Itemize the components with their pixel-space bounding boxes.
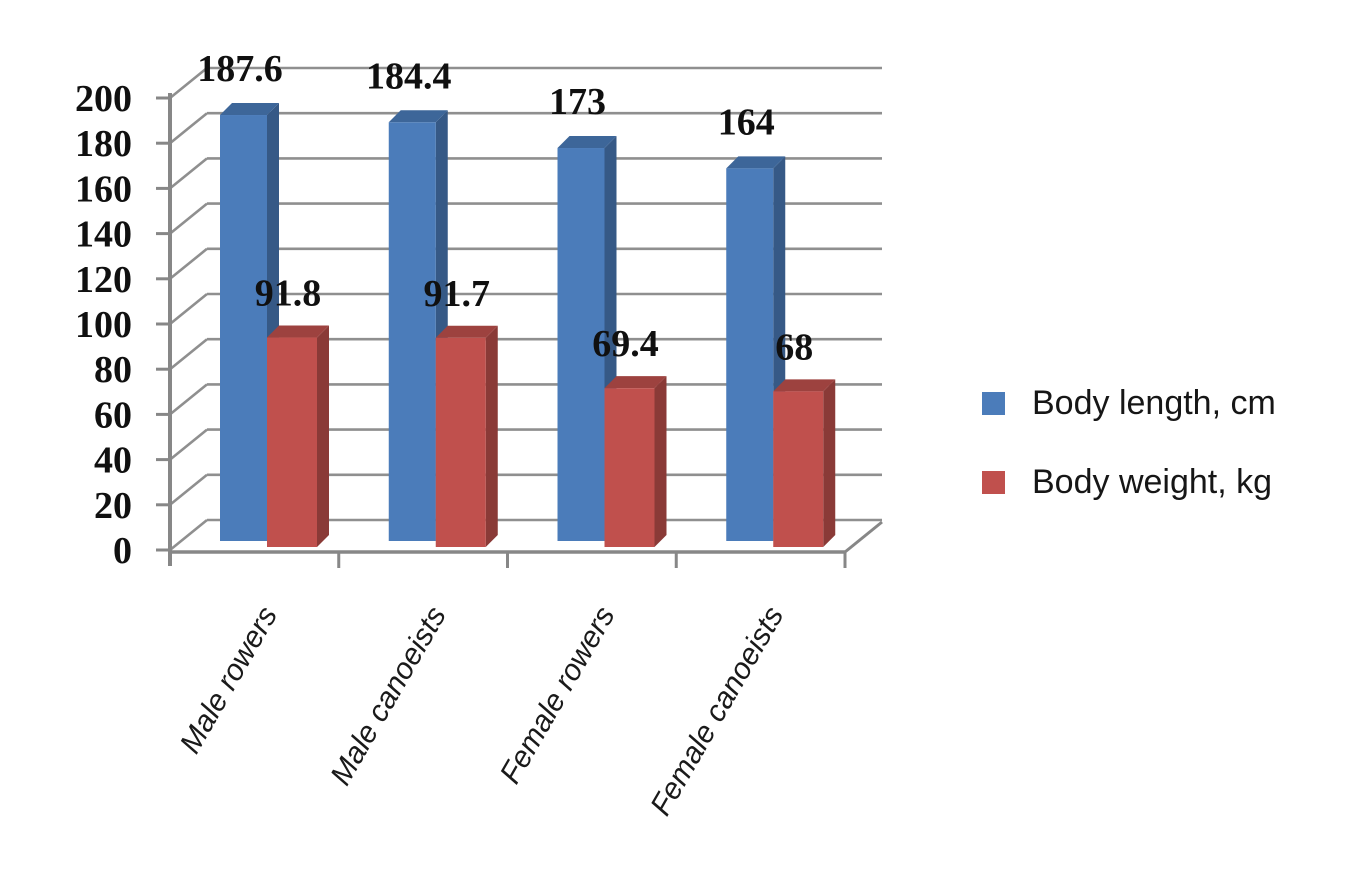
bar--body-weight--male-canoeists [435,337,486,547]
y-axis-tick-label: 200 [75,78,132,120]
bar--body-weight--female-canoeists [773,391,824,547]
legend-item-body-weight: Body weight, kg [982,465,1276,499]
bar-value-label--body-length--male-rowers: 187.6 [197,48,283,90]
wall-gridline-diagonal [169,292,208,326]
bar-value-label--body-weight--male-rowers: 91.8 [255,273,322,315]
x-category-label--male-rowers: Male rowers [174,601,284,759]
legend-swatch-body-length-icon [982,391,1005,415]
bar-side--body-weight--male-canoeists [485,325,498,547]
legend-item-body-length: Body length, cm [982,386,1276,420]
x-category-label--female-canoeists: Female canoeists [644,601,790,821]
wall-gridline-diagonal [169,247,208,280]
bar-value-label--body-length--female-canoeists: 164 [718,101,775,143]
bar--body-length--female-canoeists [726,168,774,542]
x-category-label--male-canoeists: Male canoeists [324,601,453,791]
bar-top--body-length--female-rowers [557,136,617,149]
y-axis-tick-label: 20 [94,485,132,527]
bar-side--body-weight--male-rowers [317,325,329,547]
bar-side--body-weight--female-canoeists [823,379,836,547]
bar-top--body-weight--female-rowers [604,376,667,389]
bar-top--body-length--male-canoeists [388,110,448,123]
chart-legend: Body length, cm Body weight, kg [982,386,1276,499]
bar--body-length--male-canoeists [388,122,436,542]
wall-gridline-diagonal [169,518,208,552]
bar-value-label--body-length--female-rowers: 173 [549,81,606,123]
y-axis-tick-label: 180 [75,123,132,165]
y-axis-tick-label: 60 [94,394,132,436]
y-axis-tick-label: 80 [94,349,132,391]
bar--body-length--male-rowers [220,115,267,542]
bar-value-label--body-weight--female-rowers: 69.4 [592,323,659,365]
bar-side--body-weight--female-rowers [654,376,667,547]
wall-gridline-diagonal [169,383,208,416]
legend-label-body-length: Body length, cm [1032,384,1276,422]
bar--body-weight--male-rowers [267,337,317,547]
legend-label-body-weight: Body weight, kg [1032,463,1273,501]
y-axis-tick-label: 0 [113,530,132,572]
y-axis-tick-label: 40 [94,440,132,482]
y-axis-tick-label: 140 [75,214,132,256]
wall-gridline-diagonal [169,473,208,506]
bar-value-label--body-length--male-canoeists: 184.4 [366,55,452,97]
wall-gridline-diagonal [169,112,208,145]
bar-top--body-length--female-canoeists [726,156,786,169]
bar-value-label--body-weight--female-canoeists: 68 [775,326,813,368]
legend-swatch-body-weight-icon [982,470,1005,494]
wall-gridline-diagonal [169,428,208,461]
x-category-label--female-rowers: Female rowers [494,601,622,789]
wall-gridline-diagonal [169,66,208,100]
bar-top--body-length--male-rowers [220,103,279,116]
y-axis-tick-label: 160 [75,168,132,210]
y-axis-tick-label: 120 [75,259,132,301]
y-axis-tick-label: 100 [75,304,132,346]
bar-top--body-weight--male-rowers [267,325,329,338]
wall-gridline-diagonal [169,338,208,371]
bar--body-weight--female-rowers [604,388,655,547]
wall-gridline-diagonal [169,157,208,190]
bar-top--body-weight--female-canoeists [773,379,836,392]
bar-top--body-weight--male-canoeists [435,325,498,338]
wall-gridline-diagonal [169,202,208,235]
bar--body-length--female-rowers [557,148,605,541]
floor-right-edge [844,520,883,554]
bar-value-label--body-weight--male-canoeists: 91.7 [424,273,491,315]
